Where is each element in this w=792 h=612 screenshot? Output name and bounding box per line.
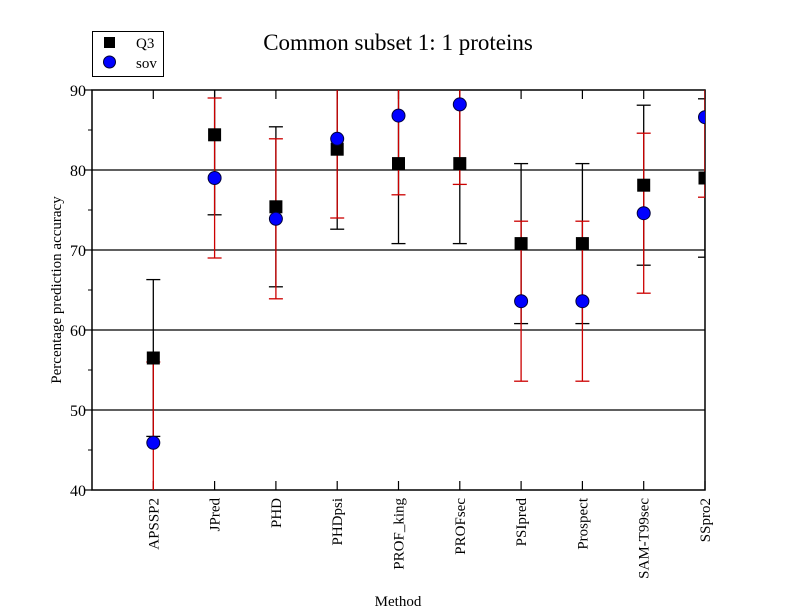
data-point-q3 (453, 157, 467, 171)
x-category-label: PROFsec (453, 498, 469, 555)
data-point-q3 (330, 142, 344, 156)
data-point-q3 (146, 351, 160, 365)
error-bar-q3 (698, 98, 705, 258)
x-category-label: PROF_king (392, 498, 408, 570)
data-point-sov (391, 108, 406, 123)
data-point-sov (207, 171, 222, 185)
data-point-q3 (575, 237, 589, 251)
data-point-sov (575, 294, 590, 309)
data-point-sov (514, 294, 529, 309)
x-axis-title: Method (375, 594, 422, 610)
data-point-sov (330, 131, 345, 146)
legend-marker-sov (103, 55, 116, 69)
legend-label-q3: Q3 (136, 36, 154, 52)
x-category-label: PHD (269, 498, 285, 528)
legend: Q3 sov (92, 31, 164, 77)
y-axis-title: Percentage prediction accuracy (49, 196, 65, 384)
x-category-label: PHDpsi (330, 498, 346, 546)
y-tick-label: 50 (70, 403, 86, 420)
y-tick-label: 70 (70, 243, 86, 260)
data-point-q3 (208, 128, 222, 142)
data-point-sov (698, 110, 705, 125)
data-point-q3 (637, 178, 651, 192)
error-bar-sov (698, 90, 705, 198)
y-tick-label: 90 (70, 83, 86, 100)
x-category-label: PSIpred (514, 498, 530, 547)
legend-label-sov: sov (136, 56, 157, 72)
x-category-label: JPred (208, 498, 224, 532)
data-point-q3 (392, 157, 405, 171)
x-category-label: Prospect (575, 497, 591, 549)
data-point-sov (636, 206, 651, 221)
chart-title: Common subset 1: 1 proteins (263, 30, 533, 55)
data-point-q3 (269, 200, 283, 214)
x-category-label: APSSP2 (146, 498, 162, 550)
data-point-q3 (514, 237, 528, 251)
data-point-sov (268, 211, 283, 226)
y-tick-label: 40 (70, 483, 86, 500)
y-tick-label: 60 (70, 323, 86, 340)
axes: 40 50 60 70 80 90 APSSP2 JPred PHD PHDpsi PROF_kin… (70, 83, 714, 579)
legend-marker-q3 (104, 37, 115, 48)
data-point-sov (146, 435, 161, 450)
plot-area (146, 90, 705, 490)
x-category-label: SAM-T99sec (637, 498, 653, 579)
data-point-sov (452, 97, 467, 112)
data-point-q3 (698, 171, 705, 185)
y-tick-label: 80 (70, 163, 86, 180)
x-category-label: SSpro2 (698, 498, 714, 542)
